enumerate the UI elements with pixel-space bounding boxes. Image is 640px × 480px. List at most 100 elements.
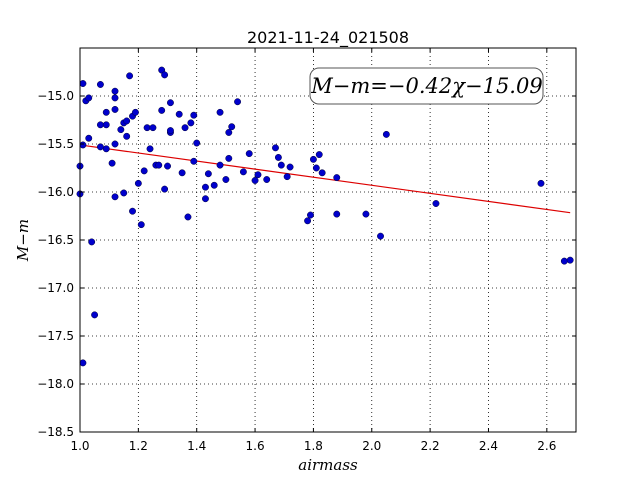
data-point [155, 161, 163, 169]
data-point [382, 130, 390, 138]
data-point [131, 108, 139, 116]
data-point [309, 155, 317, 163]
y-tick-labels: −15.0 −15.5 −16.0 −16.5 −17.0 −17.5 −18.0 −18.5 [37, 89, 74, 439]
y-tick-label: −16.0 [37, 185, 74, 199]
data-point [102, 108, 110, 116]
y-tick-label: −17.0 [37, 281, 74, 295]
data-point [96, 121, 104, 129]
data-point [96, 143, 104, 151]
data-point [161, 185, 169, 193]
x-tick-label: 2.6 [537, 439, 556, 453]
data-point [111, 140, 119, 148]
data-point [245, 150, 253, 158]
fit-equation-text: M−m=−0.42χ−15.09 [310, 74, 542, 98]
data-point [193, 139, 201, 147]
data-point [120, 189, 128, 197]
data-point [234, 98, 242, 106]
x-tick-label: 1.0 [70, 439, 89, 453]
y-tick-label: −17.5 [37, 329, 74, 343]
y-tick-label: −15.0 [37, 89, 74, 103]
data-point [111, 105, 119, 113]
chart-title: 2021-11-24_021508 [247, 28, 409, 48]
data-point [318, 169, 326, 177]
data-point [254, 171, 262, 179]
data-point [204, 170, 212, 178]
axis-ticks [79, 48, 576, 433]
data-point [102, 121, 110, 129]
y-tick-label: −15.5 [37, 137, 74, 151]
data-point [190, 111, 198, 119]
data-point [149, 124, 157, 132]
data-point [312, 164, 320, 172]
data-point [274, 153, 282, 161]
data-point [175, 110, 183, 118]
data-point [143, 124, 151, 132]
data-point [79, 80, 87, 87]
data-point [140, 167, 148, 175]
data-point [202, 195, 209, 203]
data-point [566, 256, 574, 264]
data-point [164, 162, 171, 170]
data-point [129, 207, 136, 215]
data-point [225, 154, 233, 162]
data-point [277, 161, 285, 169]
data-point [560, 257, 568, 265]
data-point [102, 145, 110, 153]
data-point [137, 221, 145, 229]
data-point [210, 181, 218, 189]
data-point [432, 200, 440, 207]
data-point [286, 163, 294, 171]
data-point [166, 127, 174, 135]
grid-lines [80, 48, 576, 432]
data-point [190, 157, 198, 165]
data-point [108, 159, 116, 167]
x-tick-label: 2.4 [479, 439, 498, 453]
data-point [283, 173, 291, 181]
x-tick-label: 1.4 [187, 439, 206, 453]
data-point [333, 174, 341, 182]
data-point [85, 134, 93, 142]
data-point [202, 183, 209, 191]
data-point [184, 213, 192, 221]
data-point [126, 72, 134, 80]
data-point [134, 179, 142, 187]
x-axis-label: airmass [298, 456, 358, 474]
data-point [123, 117, 131, 125]
data-point [85, 94, 93, 102]
data-point [377, 232, 384, 240]
data-point [166, 99, 174, 107]
data-point [304, 217, 312, 225]
data-point [178, 169, 186, 177]
x-tick-labels: 1.0 1.2 1.4 1.6 1.8 2.0 2.2 2.4 2.6 [70, 439, 556, 453]
data-points [76, 66, 574, 367]
data-point [307, 211, 314, 219]
data-point [158, 106, 166, 114]
data-point [216, 161, 224, 169]
data-point [111, 94, 119, 102]
data-point [79, 141, 87, 149]
data-point [362, 210, 370, 218]
data-point [187, 119, 195, 127]
fit-line-group [79, 144, 571, 214]
data-point [537, 179, 545, 187]
x-tick-label: 2.0 [362, 439, 381, 453]
data-point [222, 176, 230, 183]
data-point [123, 132, 131, 140]
data-point [117, 126, 125, 134]
x-tick-label: 2.2 [421, 439, 440, 453]
x-tick-label: 1.6 [246, 439, 265, 453]
fit-line [79, 144, 571, 214]
data-point [161, 71, 169, 79]
data-point [181, 124, 189, 132]
data-point [91, 311, 99, 319]
data-point [272, 144, 279, 152]
data-point [216, 108, 224, 116]
x-tick-label: 1.8 [304, 439, 323, 453]
data-point [146, 145, 154, 153]
y-tick-label: −18.5 [37, 425, 74, 439]
data-point [333, 210, 341, 218]
fit-equation-frame [309, 67, 544, 105]
data-point [315, 151, 323, 159]
y-axis-label: M−m [14, 219, 32, 262]
